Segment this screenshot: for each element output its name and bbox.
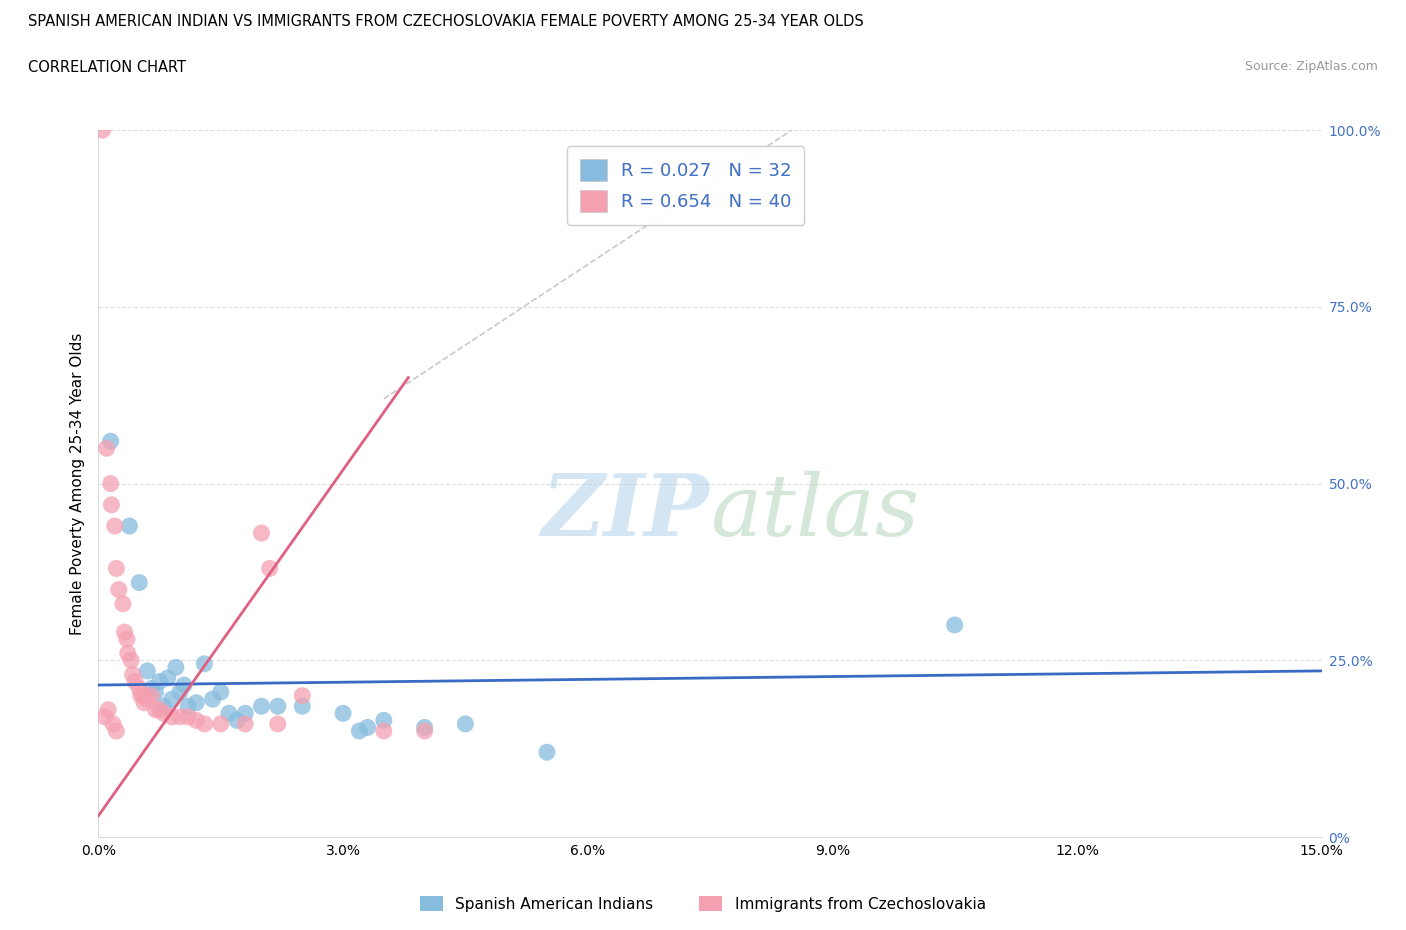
Point bbox=[118, 519, 141, 534]
Point bbox=[117, 645, 139, 660]
Point bbox=[141, 681, 163, 696]
Point bbox=[209, 716, 232, 731]
Point bbox=[120, 653, 142, 668]
Point bbox=[141, 688, 163, 703]
Point bbox=[349, 724, 371, 738]
Point bbox=[149, 674, 172, 689]
Text: Source: ZipAtlas.com: Source: ZipAtlas.com bbox=[1244, 60, 1378, 73]
Point bbox=[108, 582, 131, 597]
Point bbox=[259, 561, 281, 576]
Point bbox=[454, 716, 477, 731]
Point bbox=[160, 710, 183, 724]
Point bbox=[152, 698, 174, 713]
Point bbox=[943, 618, 966, 632]
Point bbox=[136, 692, 159, 707]
Point bbox=[291, 698, 314, 713]
Point bbox=[356, 720, 378, 735]
Point bbox=[145, 702, 167, 717]
Point bbox=[121, 667, 143, 682]
Legend: Spanish American Indians, Immigrants from Czechoslovakia: Spanish American Indians, Immigrants fro… bbox=[415, 889, 991, 918]
Point bbox=[114, 625, 136, 640]
Point bbox=[145, 684, 167, 699]
Point bbox=[129, 688, 152, 703]
Point bbox=[165, 660, 187, 675]
Point bbox=[100, 476, 122, 491]
Point bbox=[124, 674, 146, 689]
Point bbox=[128, 575, 150, 590]
Text: atlas: atlas bbox=[710, 471, 920, 553]
Point bbox=[250, 525, 273, 540]
Point bbox=[156, 671, 179, 685]
Point bbox=[132, 688, 155, 703]
Point bbox=[186, 696, 208, 711]
Point bbox=[233, 706, 256, 721]
Point bbox=[291, 688, 314, 703]
Point bbox=[536, 745, 558, 760]
Point bbox=[413, 724, 436, 738]
Point bbox=[209, 684, 232, 699]
Point bbox=[94, 710, 117, 724]
Point bbox=[91, 123, 114, 138]
Point bbox=[267, 698, 290, 713]
Point bbox=[100, 498, 122, 512]
Point bbox=[105, 724, 128, 738]
Point bbox=[132, 696, 155, 711]
Text: CORRELATION CHART: CORRELATION CHART bbox=[28, 60, 186, 75]
Point bbox=[186, 713, 208, 728]
Point bbox=[160, 692, 183, 707]
Point bbox=[111, 596, 134, 611]
Point bbox=[173, 678, 195, 693]
Point bbox=[152, 706, 174, 721]
Point bbox=[97, 702, 120, 717]
Point bbox=[96, 441, 118, 456]
Point bbox=[201, 692, 224, 707]
Point bbox=[373, 713, 395, 728]
Point bbox=[169, 710, 191, 724]
Point bbox=[413, 720, 436, 735]
Point bbox=[105, 561, 128, 576]
Point bbox=[128, 681, 150, 696]
Point bbox=[100, 433, 122, 448]
Point bbox=[193, 716, 215, 731]
Point bbox=[104, 519, 127, 534]
Point bbox=[332, 706, 354, 721]
Point bbox=[373, 724, 395, 738]
Point bbox=[226, 713, 249, 728]
Point bbox=[136, 663, 159, 678]
Point bbox=[193, 657, 215, 671]
Point bbox=[177, 710, 200, 724]
Point bbox=[177, 698, 200, 713]
Point bbox=[250, 698, 273, 713]
Legend: R = 0.027   N = 32, R = 0.654   N = 40: R = 0.027 N = 32, R = 0.654 N = 40 bbox=[567, 146, 804, 225]
Point bbox=[149, 702, 172, 717]
Y-axis label: Female Poverty Among 25-34 Year Olds: Female Poverty Among 25-34 Year Olds bbox=[69, 332, 84, 635]
Point bbox=[267, 716, 290, 731]
Point bbox=[101, 716, 124, 731]
Point bbox=[218, 706, 240, 721]
Text: SPANISH AMERICAN INDIAN VS IMMIGRANTS FROM CZECHOSLOVAKIA FEMALE POVERTY AMONG 2: SPANISH AMERICAN INDIAN VS IMMIGRANTS FR… bbox=[28, 14, 863, 29]
Point bbox=[169, 684, 191, 699]
Point bbox=[233, 716, 256, 731]
Text: ZIP: ZIP bbox=[543, 471, 710, 553]
Point bbox=[115, 631, 138, 646]
